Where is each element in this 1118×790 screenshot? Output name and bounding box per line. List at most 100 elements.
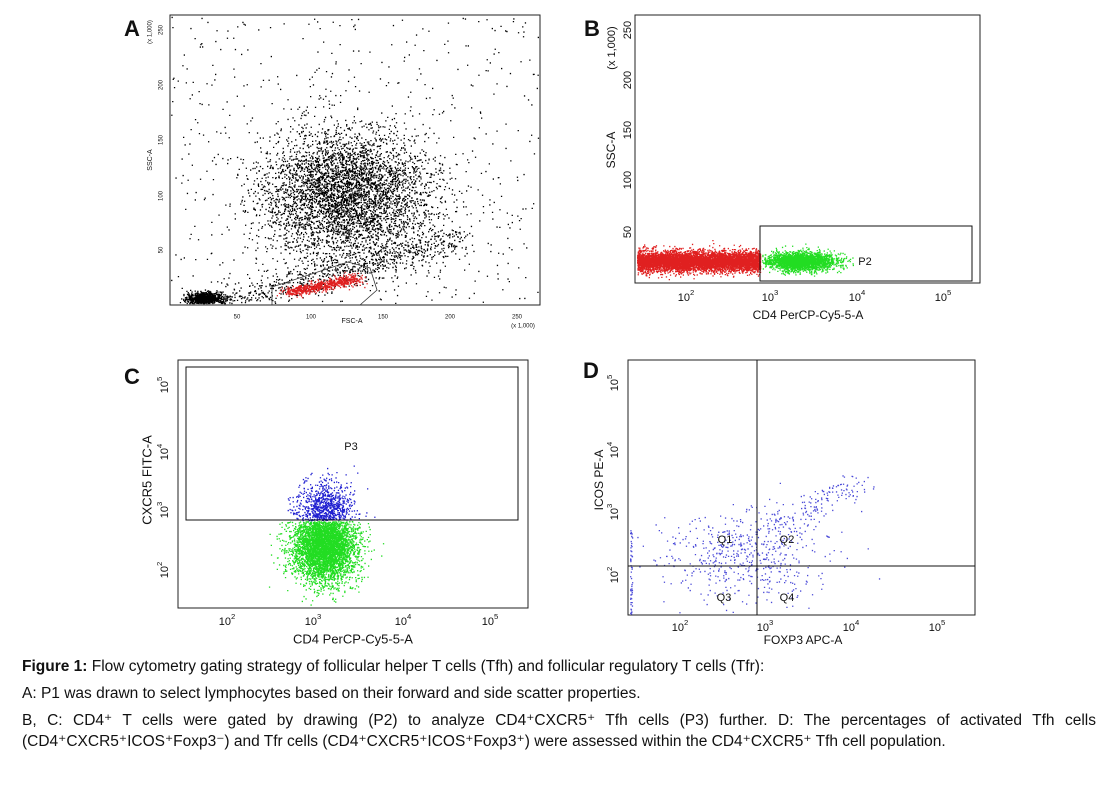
y-unit: (x 1,000) bbox=[606, 26, 618, 69]
x-tick-label-base: 10 bbox=[935, 292, 947, 304]
x-tick-label-base: 10 bbox=[757, 622, 769, 634]
x-tick-label: 105 bbox=[929, 618, 946, 634]
event-dots bbox=[637, 502, 881, 614]
x-tick-label-base: 10 bbox=[305, 616, 317, 628]
gate-rect bbox=[185, 366, 519, 521]
caption-text: Flow cytometry gating strategy of follic… bbox=[87, 658, 765, 675]
y-tick-label: 250 bbox=[159, 24, 165, 35]
y-unit: (x 1,000) bbox=[148, 20, 154, 44]
plot-frame bbox=[177, 359, 529, 609]
x-tick-label-exp: 5 bbox=[494, 612, 498, 621]
y-tick-label: 100 bbox=[159, 190, 165, 201]
y-tick-label: 105 bbox=[605, 375, 621, 392]
x-tick-label-base: 10 bbox=[849, 292, 861, 304]
event-dots bbox=[765, 475, 875, 543]
plot-frame bbox=[634, 14, 981, 284]
x-tick-label-base: 10 bbox=[672, 622, 684, 634]
x-tick-label-exp: 5 bbox=[947, 288, 951, 297]
y-tick-label-exp: 5 bbox=[605, 375, 614, 379]
y-tick-label-exp: 5 bbox=[155, 377, 164, 381]
y-tick-label: 104 bbox=[605, 441, 621, 458]
caption-intro: Figure 1: Flow cytometry gating strategy… bbox=[22, 656, 1096, 677]
caption-paragraph: B, C: CD4⁺ T cells were gated by drawing… bbox=[22, 712, 1096, 750]
x-axis-label: CD4 PerCP-Cy5-5-A bbox=[753, 308, 864, 322]
gate-rect bbox=[759, 225, 973, 282]
y-axis-label: SSC-A bbox=[604, 132, 618, 169]
x-axis-label: FOXP3 APC-A bbox=[764, 633, 843, 647]
quadrant-label: Q1 bbox=[718, 534, 733, 546]
x-tick-label-exp: 2 bbox=[231, 612, 235, 621]
x-tick-label-exp: 2 bbox=[690, 288, 694, 297]
event-dots bbox=[171, 16, 540, 303]
quadrant-label: Q3 bbox=[717, 592, 732, 604]
y-tick-label-base: 10 bbox=[159, 566, 171, 578]
x-unit: (x 1,000) bbox=[511, 324, 535, 330]
x-tick-label-exp: 4 bbox=[861, 288, 866, 297]
caption: Figure 1: Flow cytometry gating strategy… bbox=[22, 656, 1096, 758]
x-axis-label: FSC-A bbox=[342, 318, 363, 325]
y-tick-label: 200 bbox=[159, 79, 165, 90]
y-axis-label: ICOS PE-A bbox=[592, 450, 606, 511]
x-tick-label-base: 10 bbox=[395, 616, 407, 628]
caption-paragraph: A: P1 was drawn to select lymphocytes ba… bbox=[22, 685, 641, 702]
x-tick-label: 104 bbox=[395, 612, 412, 628]
x-tick-label-base: 10 bbox=[762, 292, 774, 304]
y-tick-label: 100 bbox=[622, 171, 634, 189]
y-tick-label-base: 10 bbox=[609, 571, 621, 583]
y-tick-label: 102 bbox=[155, 562, 171, 579]
x-tick-label-base: 10 bbox=[219, 616, 231, 628]
event-dots bbox=[179, 289, 234, 305]
event-dots bbox=[637, 240, 762, 281]
x-tick-label: 150 bbox=[378, 315, 389, 321]
y-tick-label: 50 bbox=[159, 246, 165, 253]
y-tick-label-exp: 3 bbox=[155, 502, 164, 506]
x-axis-label: CD4 PerCP-Cy5-5-A bbox=[293, 631, 413, 646]
quadrant-label: Q2 bbox=[780, 534, 795, 546]
event-dots bbox=[762, 243, 854, 277]
panel-letter: D bbox=[583, 358, 599, 383]
event-dots bbox=[276, 271, 368, 299]
x-tick-label: 100 bbox=[306, 315, 317, 321]
y-tick-label-base: 10 bbox=[609, 446, 621, 458]
panel-letter: B bbox=[584, 16, 600, 41]
x-tick-label-base: 10 bbox=[678, 292, 690, 304]
quadrant-label: Q4 bbox=[780, 592, 795, 604]
x-tick-label-exp: 3 bbox=[317, 612, 321, 621]
x-tick-label-exp: 2 bbox=[684, 618, 688, 627]
event-dots bbox=[268, 521, 385, 606]
x-tick-label-base: 10 bbox=[929, 622, 941, 634]
plot-frame bbox=[169, 14, 541, 306]
x-tick-label: 105 bbox=[935, 288, 952, 304]
y-tick-label-base: 10 bbox=[609, 508, 621, 520]
y-tick-label: 250 bbox=[622, 21, 634, 39]
y-axis-label: SSC-A bbox=[147, 149, 154, 171]
y-tick-label: 104 bbox=[155, 443, 171, 460]
x-tick-label-exp: 4 bbox=[855, 618, 860, 627]
x-tick-label: 103 bbox=[762, 288, 779, 304]
x-tick-label: 105 bbox=[482, 612, 499, 628]
x-tick-label: 250 bbox=[512, 315, 523, 321]
plot-frame bbox=[627, 359, 976, 616]
y-tick-label-base: 10 bbox=[159, 506, 171, 518]
event-dots bbox=[211, 61, 490, 304]
x-tick-label-exp: 4 bbox=[407, 612, 412, 621]
y-tick-label: 50 bbox=[622, 226, 634, 238]
x-tick-label-base: 10 bbox=[482, 616, 494, 628]
y-axis-label: CXCR5 FITC-A bbox=[139, 435, 154, 525]
x-tick-label: 102 bbox=[672, 618, 689, 634]
y-tick-label: 200 bbox=[622, 71, 634, 89]
y-tick-label: 103 bbox=[605, 504, 621, 521]
x-tick-label: 104 bbox=[843, 618, 860, 634]
y-tick-label-exp: 2 bbox=[155, 562, 164, 566]
caption-title: Figure 1: bbox=[22, 658, 88, 675]
x-tick-label: 103 bbox=[757, 618, 774, 634]
y-tick-label: 105 bbox=[155, 377, 171, 394]
x-tick-label: 200 bbox=[445, 315, 456, 321]
y-tick-label-exp: 4 bbox=[155, 443, 164, 448]
event-dots bbox=[287, 465, 376, 522]
gate-label: P2 bbox=[858, 256, 871, 268]
y-tick-label-exp: 3 bbox=[605, 504, 614, 508]
y-tick-label: 103 bbox=[155, 502, 171, 519]
x-tick-label: 103 bbox=[305, 612, 322, 628]
